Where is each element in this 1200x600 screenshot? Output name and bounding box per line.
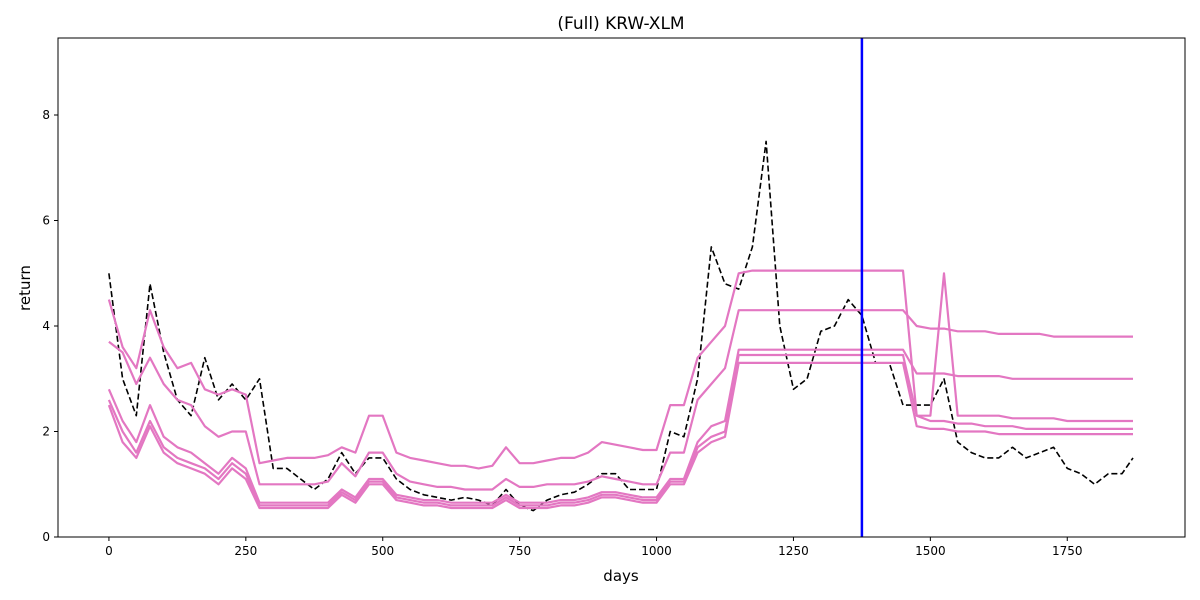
plot-frame xyxy=(57,37,1186,538)
series-line xyxy=(107,353,1133,507)
y-tick-label: 4 xyxy=(42,319,50,333)
x-tick-label: 500 xyxy=(371,544,394,558)
y-tick-label: 2 xyxy=(42,425,50,439)
y-tick-label: 6 xyxy=(42,214,50,228)
x-tick-label: 1750 xyxy=(1052,544,1083,558)
y-axis-label: return xyxy=(16,265,34,311)
series-line xyxy=(107,348,1133,504)
x-tick-label: 250 xyxy=(234,544,257,558)
series-line xyxy=(107,269,1133,470)
series-line xyxy=(108,309,1133,491)
series-line xyxy=(108,140,1134,512)
chart-title: (Full) KRW-XLM xyxy=(557,14,684,34)
x-tick-label: 750 xyxy=(508,544,531,558)
x-axis-label: days xyxy=(603,567,639,585)
x-tick-label: 1250 xyxy=(778,544,809,558)
series-line xyxy=(107,361,1133,510)
x-tick-label: 0 xyxy=(105,544,113,558)
y-tick-label: 0 xyxy=(42,530,50,544)
y-tick-label: 8 xyxy=(42,108,50,122)
x-tick-label: 1500 xyxy=(915,544,946,558)
x-tick-label: 1000 xyxy=(641,544,672,558)
